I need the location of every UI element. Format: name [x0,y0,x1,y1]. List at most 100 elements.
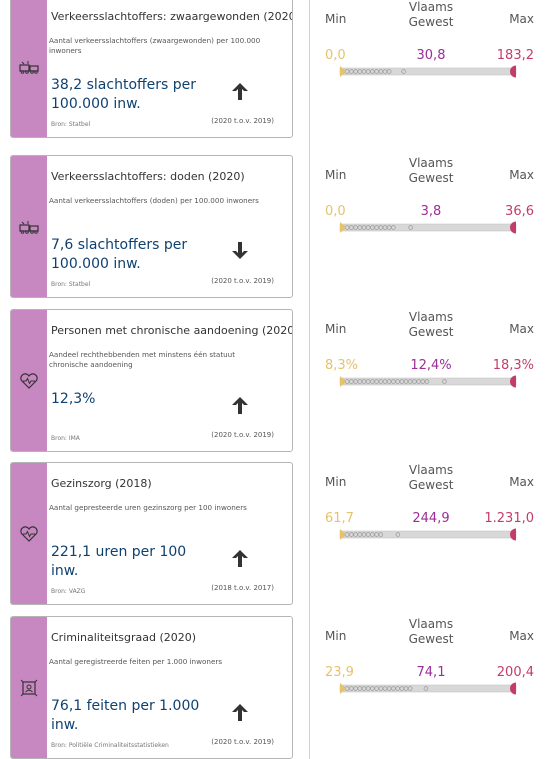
max-value: 36,6 [505,204,534,219]
min-value: 8,3% [325,358,359,373]
municipality-dot [349,532,354,537]
vlaams-gewest-label-line2: Gewest [408,632,454,646]
max-label: Max [509,12,534,26]
municipality-dot [424,379,430,384]
municipality-dot [399,379,405,384]
indicator-source: Bron: Statbel [51,121,91,128]
indicator-description: Aandeel rechthebbenden met minstens één … [49,350,236,369]
indicator-value-line2: 100.000 inw. [51,256,141,272]
vlaams-gewest-label: Vlaams Gewest [396,617,466,647]
indicator-card-chronische-aandoening[interactable]: Personen met chronische aandoening (2020… [10,309,293,452]
municipality-dot [412,379,417,384]
vlaams-gewest-value: 3,8 [420,204,442,219]
min-value: 61,7 [325,511,354,526]
indicator-card-criminaliteitsgraad[interactable]: Criminaliteitsgraad (2020) Aantal geregi… [10,616,293,759]
max-value: 18,3% [492,358,534,373]
max-marker [510,65,516,78]
indicator-card-zwaargewonden[interactable]: Verkeersslachtoffers: zwaargewonden (202… [10,0,293,138]
municipality-dot [365,69,371,74]
municipality-dot [365,225,371,230]
municipality-dot [378,225,384,230]
municipality-dot [403,686,409,691]
vlaams-gewest-value: 244,9 [412,511,450,526]
municipality-dot [357,225,363,230]
vlaams-gewest-label: Vlaams Gewest [396,463,466,493]
vlaams-gewest-label: Vlaams Gewest [396,156,466,186]
indicator-period: (2020 t.o.v. 2019) [211,117,274,125]
municipality-dot [395,686,400,691]
municipality-dot [361,532,367,537]
max-label: Max [509,475,534,489]
max-value: 200,4 [496,665,534,680]
comparison-panel: Min Vlaams Gewest Max 61,7 244,9 1.231,0 [320,463,540,555]
municipality-dot [370,69,375,74]
vlaams-gewest-label-line1: Vlaams [408,310,454,324]
municipality-dot [386,379,392,384]
vlaams-gewest-label-line1: Vlaams [408,617,454,631]
indicator-source: Bron: IMA [51,435,80,442]
municipality-dot [349,686,354,691]
max-value: 183,2 [496,48,534,63]
indicator-source: Bron: VAZG [51,588,86,595]
vlaams-gewest-label: Vlaams Gewest [396,0,466,30]
min-label: Min [325,12,347,26]
municipality-dot [391,686,396,691]
indicator-period: (2018 t.o.v. 2017) [211,584,274,592]
max-marker [510,221,516,234]
indicator-title: Criminaliteitsgraad (2020) [51,631,197,644]
municipality-dot [416,379,421,384]
indicator-period: (2020 t.o.v. 2019) [211,431,274,439]
municipality-dot [382,686,388,691]
indicator-description: Aantal gepresteerde uren gezinszorg per … [49,503,247,512]
municipality-dot [386,69,392,74]
indicator-title: Personen met chronische aandoening (2020… [51,324,293,337]
vlaams-gewest-label-line2: Gewest [408,478,454,492]
municipality-dot [401,69,406,74]
indicator-value: 221,1 uren per 100 inw. [51,543,211,581]
max-label: Max [509,168,534,182]
municipality-dot [391,225,396,230]
comparison-panel: Min Vlaams Gewest Max 23,9 74,1 200,4 [320,617,540,709]
municipality-dot [374,686,379,691]
distribution-bar [339,682,517,695]
municipality-dot [378,379,384,384]
municipality-dot [353,379,358,384]
vlaams-gewest-value: 12,4% [410,358,452,373]
municipality-dot [349,69,354,74]
vlaams-gewest-label: Vlaams Gewest [396,310,466,340]
municipality-dot [370,379,375,384]
municipality-dot [391,379,396,384]
indicator-value-line2: 100.000 inw. [51,96,141,112]
min-marker [340,683,346,694]
min-marker [340,529,346,540]
municipality-dot [361,379,367,384]
max-marker [510,682,516,695]
indicator-description: Aantal verkeersslachtoffers (zwaargewond… [49,36,261,55]
comparison-panel: Min Vlaams Gewest Max 0,0 30,8 183,2 [320,0,540,92]
municipality-dot [374,532,379,537]
arrow-down-icon [232,242,248,259]
police-icon [20,679,38,696]
distribution-bar [339,528,517,541]
indicator-card-doden[interactable]: Verkeersslachtoffers: doden (2020) Aanta… [10,155,293,298]
municipality-dot [408,225,413,230]
distribution-bar [339,375,517,388]
municipality-dot [407,686,413,691]
vlaams-gewest-label-line2: Gewest [408,15,454,29]
min-label: Min [325,322,347,336]
min-label: Min [325,168,347,182]
min-label: Min [325,475,347,489]
municipality-dot [423,686,429,691]
vlaams-gewest-label-line2: Gewest [408,325,454,339]
min-label: Min [325,629,347,643]
indicator-description: Aantal geregistreerde feiten per 1.000 i… [49,657,223,666]
max-label: Max [509,629,534,643]
indicator-value: 7,6 slachtoffers per 100.000 inw. [51,236,211,274]
indicator-card-gezinszorg[interactable]: Gezinszorg (2018) Aantal gepresteerde ur… [10,462,293,605]
indicator-strip [11,0,47,137]
municipality-dot [349,225,354,230]
municipality-dot [361,69,367,74]
municipality-dot [357,532,363,537]
municipality-dot [399,686,405,691]
max-label: Max [509,322,534,336]
